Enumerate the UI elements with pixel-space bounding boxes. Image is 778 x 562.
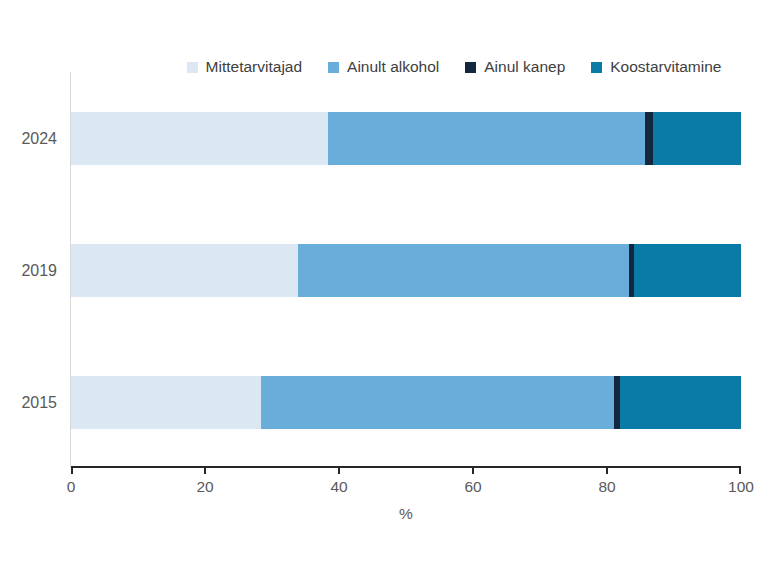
x-tick-label-100: 100 — [711, 478, 771, 496]
bar-segment-ainult-alkohol-2015[interactable] — [261, 376, 613, 429]
bar-segment-ainul-kanep-2024[interactable] — [645, 112, 652, 165]
x-axis-line — [71, 466, 741, 468]
x-tick-mark — [606, 468, 608, 474]
x-tick-label-20: 20 — [175, 478, 235, 496]
plot-area — [71, 72, 741, 468]
bar-segment-mittetarvitajad-2024[interactable] — [71, 112, 328, 165]
x-tick-mark — [739, 468, 741, 474]
legend-swatch-mittetarvitajad — [187, 62, 198, 73]
bar-row-2015 — [71, 376, 741, 429]
x-tick-mark — [338, 468, 340, 474]
bar-segment-koostarvitamine-2015[interactable] — [620, 376, 741, 429]
x-axis-title: % — [71, 505, 741, 523]
x-tick-mark — [472, 468, 474, 474]
bar-segment-ainult-alkohol-2024[interactable] — [328, 112, 645, 165]
x-tick-mark — [71, 468, 73, 474]
category-label-2024: 2024 — [0, 112, 57, 165]
stacked-bar-chart: MittetarvitajadAinult alkoholAinul kanep… — [0, 0, 778, 562]
bar-row-2024 — [71, 112, 741, 165]
bar-segment-koostarvitamine-2024[interactable] — [653, 112, 741, 165]
category-axis: 2024 2019 2015 — [0, 72, 57, 468]
legend-swatch-koostarvitamine — [591, 62, 602, 73]
legend-swatch-ainul-kanep — [465, 62, 476, 73]
category-label-2019: 2019 — [0, 244, 57, 297]
bar-row-2019 — [71, 244, 741, 297]
bar-segment-mittetarvitajad-2015[interactable] — [71, 376, 261, 429]
bar-segment-mittetarvitajad-2019[interactable] — [71, 244, 298, 297]
x-tick-label-40: 40 — [309, 478, 369, 496]
x-tick-label-60: 60 — [443, 478, 503, 496]
bar-segment-ainult-alkohol-2019[interactable] — [298, 244, 629, 297]
x-tick-label-80: 80 — [577, 478, 637, 496]
x-tick-mark — [204, 468, 206, 474]
legend-swatch-ainult-alkohol — [328, 62, 339, 73]
category-label-2015: 2015 — [0, 376, 57, 429]
bar-segment-koostarvitamine-2019[interactable] — [634, 244, 741, 297]
x-tick-label-0: 0 — [41, 478, 101, 496]
